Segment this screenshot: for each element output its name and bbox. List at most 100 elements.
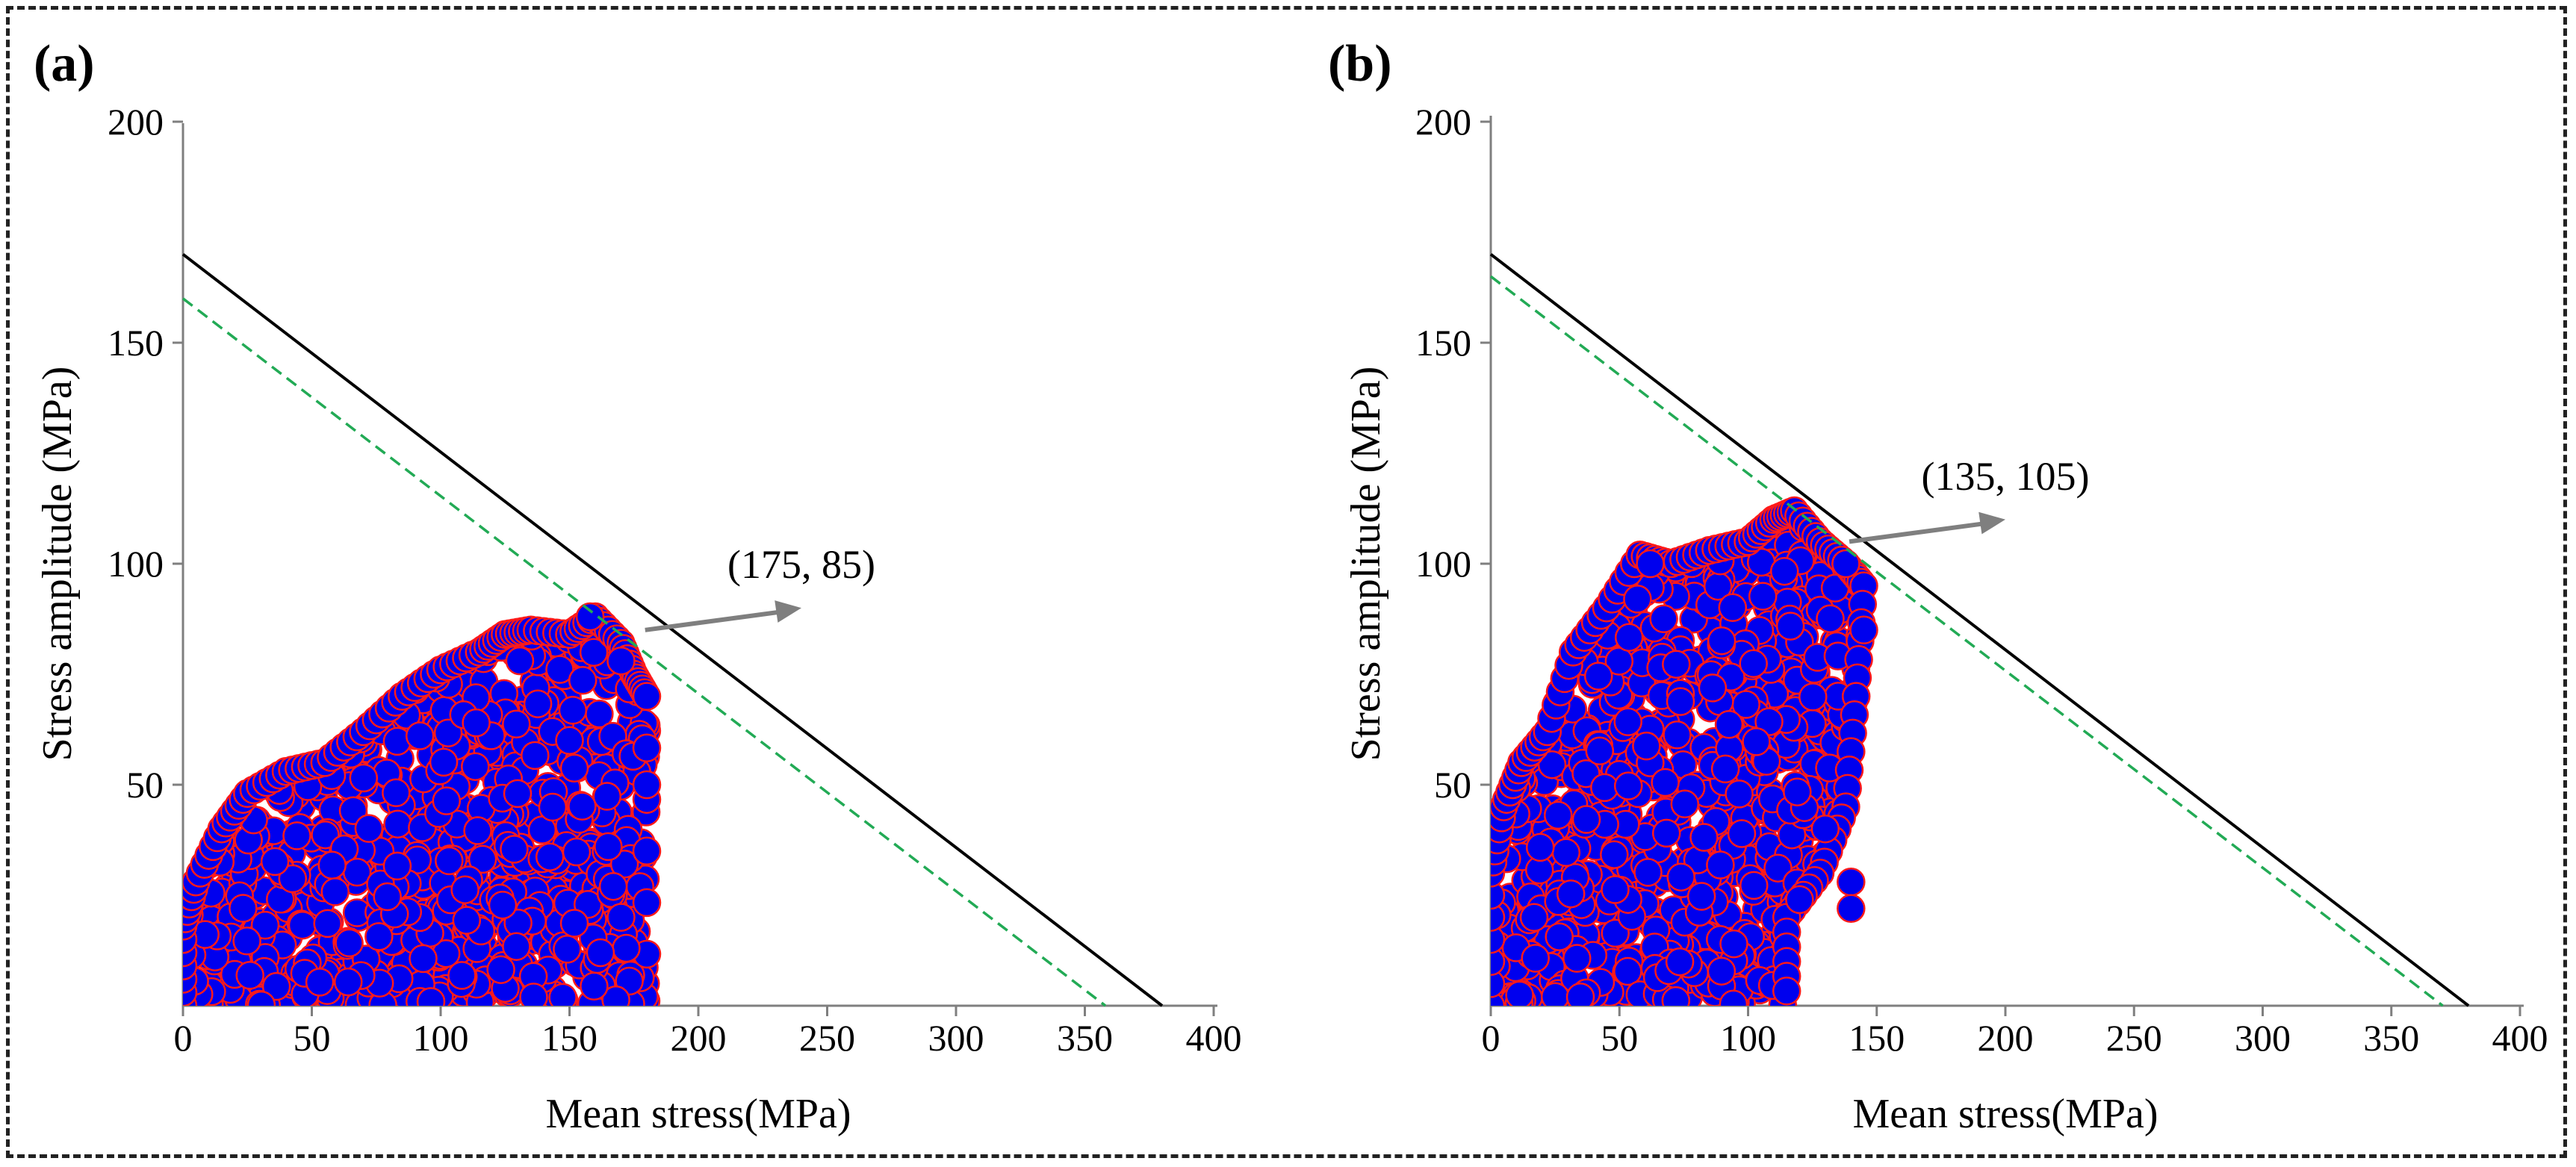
data-point: [606, 646, 636, 676]
data-point: [1719, 989, 1748, 1006]
data-point: [1831, 549, 1860, 579]
data-point: [282, 821, 311, 850]
data-point: [1689, 823, 1719, 852]
data-point: [521, 741, 550, 771]
x-tick-label: 300: [928, 1017, 984, 1059]
data-point: [416, 987, 446, 1006]
data-point: [1666, 862, 1695, 891]
data-point: [555, 726, 584, 756]
y-tick-label: 50: [126, 764, 164, 806]
data-point: [535, 842, 565, 871]
data-point: [568, 666, 598, 695]
data-point: [562, 837, 592, 867]
y-tick-label: 150: [1415, 322, 1471, 364]
data-point: [1623, 585, 1652, 614]
data-point: [1505, 980, 1534, 1006]
data-point: [1727, 819, 1757, 848]
x-tick-label: 300: [2235, 1017, 2291, 1059]
data-point: [1707, 956, 1737, 986]
black-limit-line: [181, 253, 1164, 1007]
scatter-points: [1491, 496, 1878, 1006]
data-point: [1614, 623, 1644, 652]
data-point: [632, 836, 662, 866]
data-point: [1633, 858, 1663, 887]
data-point: [1686, 882, 1716, 911]
data-point: [1714, 710, 1744, 739]
data-point: [462, 708, 491, 738]
data-point: [632, 770, 662, 800]
data-point: [1798, 682, 1828, 712]
data-point: [488, 890, 518, 920]
data-point: [1543, 800, 1573, 830]
data-point: [333, 967, 363, 997]
x-tick-label: 0: [1482, 1017, 1500, 1059]
data-point: [1769, 556, 1799, 586]
data-point: [1632, 731, 1661, 761]
x-axis-label: Mean stress(MPa): [1852, 1091, 2158, 1137]
data-point: [1663, 721, 1692, 750]
data-point: [1666, 687, 1695, 716]
x-tick-label: 150: [541, 1017, 598, 1059]
data-point: [1649, 604, 1678, 634]
data-point: [433, 718, 463, 747]
data-point: [383, 809, 412, 838]
data-point: [1600, 840, 1629, 869]
panel-b: 0 50 100 150 200 250 300 350 400 50 100 150 200 Mean …: [1343, 101, 2548, 1137]
data-point: [1537, 750, 1567, 779]
data-point: [598, 871, 628, 901]
panel-a: 0 50 100 150 200 250 300 350 400 50 100 150 200 Mean …: [34, 101, 1242, 1137]
y-tick-label: 100: [108, 543, 164, 585]
data-point: [261, 971, 291, 1001]
y-tick-label: 150: [108, 322, 164, 364]
data-point: [1739, 649, 1768, 679]
green-limit-line: [181, 297, 1107, 1007]
data-point: [1613, 771, 1643, 800]
data-point: [575, 602, 605, 632]
data-point: [364, 922, 394, 951]
data-point: [1775, 611, 1805, 641]
data-point: [432, 786, 462, 815]
y-tick-label: 100: [1415, 543, 1471, 585]
data-point: [486, 955, 515, 984]
x-tick-label: 100: [1720, 1017, 1776, 1059]
data-point: [429, 747, 459, 777]
data-point: [1707, 626, 1737, 656]
data-point: [463, 816, 492, 845]
dashed-frame: [6, 6, 2567, 1158]
data-point: [592, 782, 622, 811]
data-point: [1849, 615, 1878, 645]
scatter-points: [183, 602, 662, 1006]
data-point: [1613, 707, 1642, 737]
x-tick-label: 250: [2106, 1017, 2162, 1059]
data-point: [335, 928, 364, 958]
data-point: [349, 763, 379, 793]
data-point: [586, 938, 615, 968]
data-point: [1837, 867, 1866, 897]
data-point: [1651, 818, 1681, 848]
data-point: [409, 944, 438, 974]
data-point: [317, 850, 347, 880]
data-point: [553, 935, 582, 964]
x-tick-label: 50: [294, 1017, 331, 1059]
data-point: [1651, 768, 1680, 797]
data-point: [250, 910, 280, 940]
data-point: [260, 847, 290, 877]
panel-label-b: (b): [1328, 35, 1392, 93]
data-point: [1763, 853, 1793, 883]
data-point: [278, 864, 308, 894]
data-point: [1571, 805, 1601, 834]
data-point: [601, 985, 630, 1006]
green-limit-line: [1489, 275, 2444, 1007]
x-tick-label: 0: [174, 1017, 193, 1059]
x-tick-label: 150: [1849, 1017, 1905, 1059]
data-point: [579, 638, 609, 667]
data-point: [1601, 875, 1630, 904]
panel-label-a: (a): [34, 35, 95, 93]
data-point: [1662, 650, 1691, 679]
data-point: [538, 792, 568, 822]
x-tick-label: 350: [2363, 1017, 2419, 1059]
data-point: [523, 689, 553, 718]
data-point: [373, 882, 402, 912]
data-point: [450, 875, 479, 904]
